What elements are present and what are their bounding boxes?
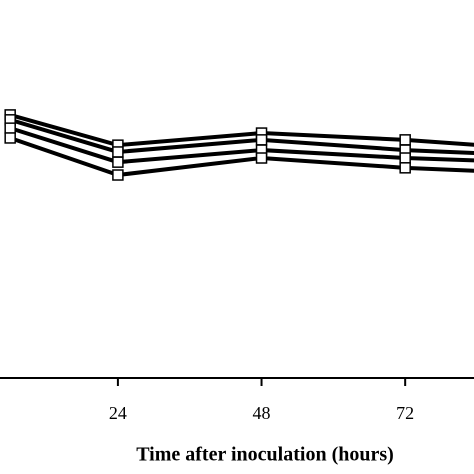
marker	[4, 132, 16, 144]
marker	[112, 169, 124, 181]
marker	[4, 122, 16, 134]
marker	[399, 134, 411, 146]
x-tick-label: 24	[109, 403, 127, 423]
marker	[112, 156, 124, 168]
x-tick-label: 48	[253, 403, 271, 423]
marker	[255, 152, 268, 164]
x-axis-title: Time after inoculation (hours)	[136, 444, 394, 466]
marker	[399, 152, 411, 164]
marker	[112, 146, 124, 158]
x-tick-label: 72	[396, 403, 414, 423]
marker	[255, 134, 268, 146]
marker	[399, 162, 411, 174]
